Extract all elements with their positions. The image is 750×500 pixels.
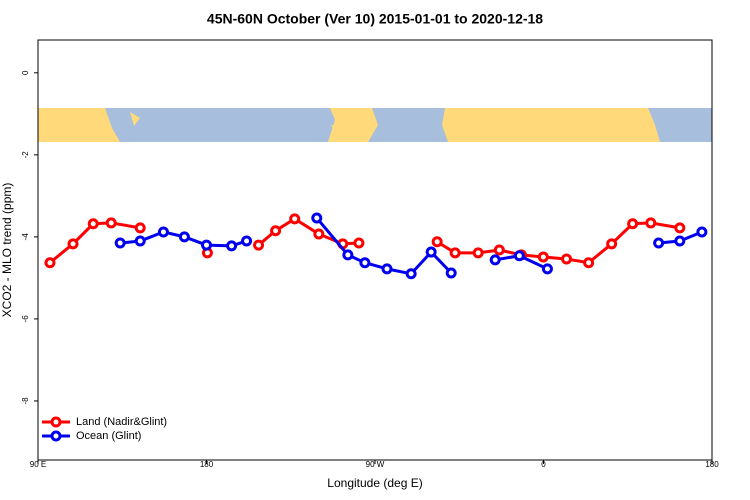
- point: [67, 238, 79, 250]
- chart-title: 45N-60N October (Ver 10) 2015-01-01 to 2…: [207, 11, 543, 27]
- point: [645, 217, 657, 229]
- point: [289, 213, 301, 225]
- x-tick-label: 90 W: [366, 460, 385, 469]
- point: [653, 237, 665, 249]
- point: [627, 218, 639, 230]
- point: [241, 235, 253, 247]
- point: [431, 236, 443, 248]
- point: [472, 247, 484, 259]
- point: [226, 240, 238, 252]
- x-axis-label: Longitude (deg E): [327, 476, 422, 490]
- point: [157, 226, 169, 238]
- point: [541, 263, 553, 275]
- point: [449, 247, 461, 259]
- point: [313, 228, 325, 240]
- point: [342, 249, 354, 261]
- point: [270, 225, 282, 237]
- legend-label: Ocean (Glint): [76, 430, 141, 442]
- point: [178, 231, 190, 243]
- point: [513, 250, 525, 262]
- point: [114, 237, 126, 249]
- y-tick-label: -6: [21, 315, 30, 323]
- plot-frame: [37, 39, 713, 461]
- x-tick-label: 0: [541, 460, 546, 469]
- y-tick-label: 0: [21, 70, 30, 75]
- point: [87, 218, 99, 230]
- point: [493, 244, 505, 256]
- point: [44, 257, 56, 269]
- point: [359, 257, 371, 269]
- point: [696, 226, 708, 238]
- point: [445, 267, 457, 279]
- point: [674, 235, 686, 247]
- x-tick-label: 180: [200, 460, 214, 469]
- x-tick-label: 180: [705, 460, 719, 469]
- point: [583, 257, 595, 269]
- point: [606, 238, 618, 250]
- y-tick-label: -4: [21, 233, 30, 241]
- point: [405, 268, 417, 280]
- point: [489, 254, 501, 266]
- legend-label: Land (Nadir&Glint): [76, 416, 167, 428]
- legend-marker: [50, 416, 62, 428]
- point: [537, 251, 549, 263]
- point: [311, 212, 323, 224]
- point: [134, 222, 146, 234]
- map-band: [38, 108, 712, 142]
- point: [201, 239, 212, 251]
- point: [561, 253, 573, 265]
- point: [425, 246, 437, 258]
- point: [253, 239, 265, 251]
- point: [674, 222, 686, 234]
- y-tick-label: -2: [21, 151, 30, 159]
- point: [381, 263, 393, 275]
- point: [134, 235, 146, 247]
- x-tick-label: 90 E: [30, 460, 46, 469]
- legend-marker: [50, 430, 62, 442]
- point: [353, 237, 365, 249]
- point: [105, 217, 117, 229]
- y-axis-label: XCO2 - MLO trend (ppm): [0, 183, 14, 318]
- y-tick-label: -8: [21, 397, 30, 405]
